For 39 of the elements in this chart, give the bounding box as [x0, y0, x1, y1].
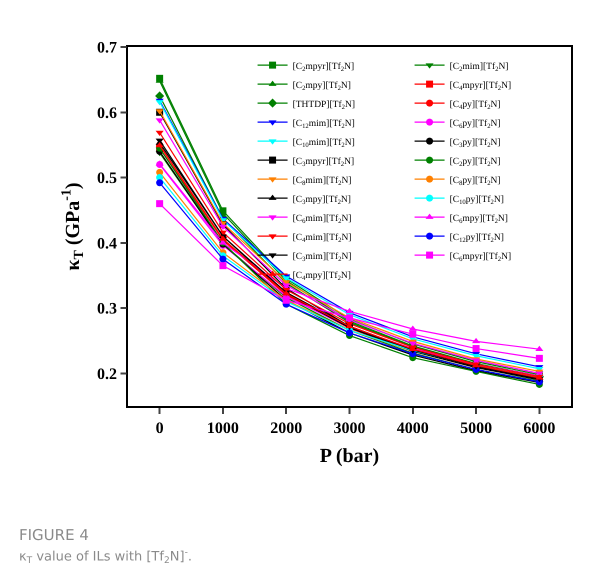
legend-label: [C$_{6}$mpy][Tf$_{2}$N] [450, 214, 508, 225]
x-tick-label: 4000 [396, 420, 429, 437]
legend-label: [C$_{3}$py][Tf$_{2}$N] [450, 138, 501, 149]
x-tick-label: 2000 [270, 420, 302, 437]
y-tick-label: 0.3 [97, 300, 118, 318]
x-tick-label: 0 [156, 420, 164, 437]
legend-label: [C$_{2}$mpy][Tf$_{2}$N] [292, 80, 351, 92]
x-axis-title: P (bar) [320, 444, 380, 467]
caption: FIGURE 4 [19, 526, 89, 544]
legend-label: [THTDP][Tf$_{2}$N] [292, 100, 356, 111]
legend-label: [C$_{2}$mpyr][Tf$_{2}$N] [292, 62, 354, 73]
legend-label: [C$_{2}$mim][Tf$_{2}$N] [450, 62, 508, 73]
legend-label: [C$_{12}$mim][Tf$_{2}$N] [292, 118, 355, 130]
y-tick-label: 0.6 [97, 104, 118, 122]
x-tick-label: 5000 [460, 420, 492, 437]
x-tick-label: 1000 [206, 420, 239, 437]
legend-label: [C$_{10}$py][Tf$_{2}$N] [450, 194, 504, 206]
legend-label: [C$_{6}$mim][Tf$_{2}$N] [292, 214, 352, 225]
legend-label: [C$_{2}$py][Tf$_{2}$N] [450, 156, 501, 168]
y-tick-label: 0.2 [97, 366, 118, 383]
legend-label: [C$_{3}$mpyr][Tf$_{2}$N] [292, 156, 354, 168]
legend-label: [C$_{8}$py][Tf$_{2}$N] [450, 176, 501, 187]
legend-label: [C$_{3}$mim][Tf$_{2}$N] [292, 252, 352, 263]
x-tick-label: 6000 [523, 420, 556, 437]
legend-label: [C$_{4}$mpyr][Tf$_{2}$N] [450, 80, 512, 92]
legend-label: [C$_{6}$mpyr][Tf$_{2}$N] [450, 252, 512, 263]
legend-label: [C$_{3}$mpy][Tf$_{2}$N] [292, 194, 351, 206]
legend-label: [C$_{4}$py][Tf$_{2}$N] [450, 100, 501, 111]
x-tick-label: 3000 [334, 420, 366, 437]
y-tick-label: 0.7 [97, 40, 118, 57]
y-tick-label: 0.4 [97, 235, 118, 252]
legend-label: [C$_{4}$mim][Tf$_{2}$N] [292, 232, 352, 244]
legend-label: [C$_{8}$mim][Tf$_{2}$N] [292, 176, 352, 187]
y-tick-label: 0.5 [97, 170, 118, 188]
legend-label: [C$_{10}$mim][Tf$_{2}$N] [292, 138, 355, 149]
legend-label: [C$_{6}$py][Tf$_{2}$N] [450, 118, 501, 130]
legend-label: [C$_{12}$py][Tf$_{2}$N] [450, 232, 504, 244]
text: κ$_{T}$ value of ILs with [Tf$_{2}$N]$^{-}$. [19, 548, 192, 565]
legend-label: [C$_{4}$mpy][Tf$_{2}$N] [292, 270, 351, 282]
